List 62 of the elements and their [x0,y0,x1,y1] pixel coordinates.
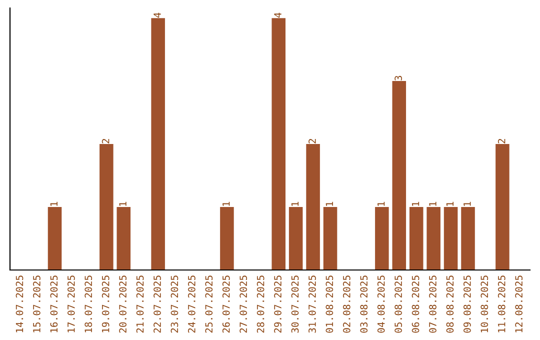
x-tick-label: 17.07.2025 [67,276,75,332]
bar [48,207,62,270]
x-tick-label: 25.07.2025 [205,276,213,333]
bar [461,207,475,270]
x-tick-label: 18.07.2025 [84,276,92,332]
x-tick-label: 02.08.2025 [342,276,350,333]
data-label: 1 [412,202,420,206]
x-tick-label: 10.08.2025 [480,276,488,332]
bar [151,18,165,270]
x-tick-label: 20.07.2025 [119,276,126,333]
bar [409,207,424,270]
x-tick-label: 14.07.2025 [16,276,24,332]
data-label: 1 [222,202,230,206]
x-tick-label: 22.07.2025 [154,276,161,333]
data-label: 1 [326,202,333,206]
data-label: 1 [464,202,471,206]
bar [306,144,320,270]
data-label: 1 [429,202,436,206]
data-label: 2 [102,139,110,144]
data-label: 1 [291,202,299,206]
x-tick-label: 30.07.2025 [291,276,299,333]
x-tick-label: 07.08.2025 [429,276,436,333]
bar [375,207,389,270]
x-tick-label: 03.08.2025 [360,276,368,333]
bar [392,81,406,270]
bar [220,207,234,270]
data-label: 2 [308,139,316,144]
x-tick-label: 15.07.2025 [33,276,40,332]
data-label: 2 [498,139,506,144]
data-label: 1 [119,202,126,206]
bar [116,207,131,270]
bar [444,207,458,270]
x-tick-label: 21.07.2025 [136,276,144,333]
x-tick-label: 06.08.2025 [412,276,420,333]
x-tick-label: 19.07.2025 [102,276,110,332]
x-tick-label: 05.08.2025 [394,276,402,333]
bar [100,144,114,270]
x-tick-label: 26.07.2025 [222,276,230,333]
x-tick-label: 27.07.2025 [240,276,248,333]
x-tick-label: 11.08.2025 [498,276,506,332]
x-tick-label: 12.08.2025 [515,276,523,332]
data-label: 1 [446,202,454,206]
x-tick-label: 29.07.2025 [274,276,282,333]
bar [496,144,510,270]
data-label: 4 [154,12,161,18]
data-label: 1 [378,202,385,206]
x-tick-label: 28.07.2025 [256,276,264,333]
bar [288,207,303,270]
data-label: 4 [274,12,282,18]
x-tick-label: 31.07.2025 [308,276,316,333]
x-tick-label: 01.08.2025 [326,276,334,333]
x-tick-label: 24.07.2025 [188,276,196,333]
x-tick-label: 04.08.2025 [377,276,385,333]
x-tick-label: 16.07.2025 [50,276,58,332]
data-label: 3 [394,76,402,80]
bar [323,207,338,270]
bar [272,18,286,270]
bar [426,207,440,270]
x-tick-label: 08.08.2025 [446,276,454,333]
x-tick-label: 23.07.2025 [170,276,178,333]
data-label: 1 [50,202,58,206]
x-tick-label: 09.08.2025 [464,276,471,333]
